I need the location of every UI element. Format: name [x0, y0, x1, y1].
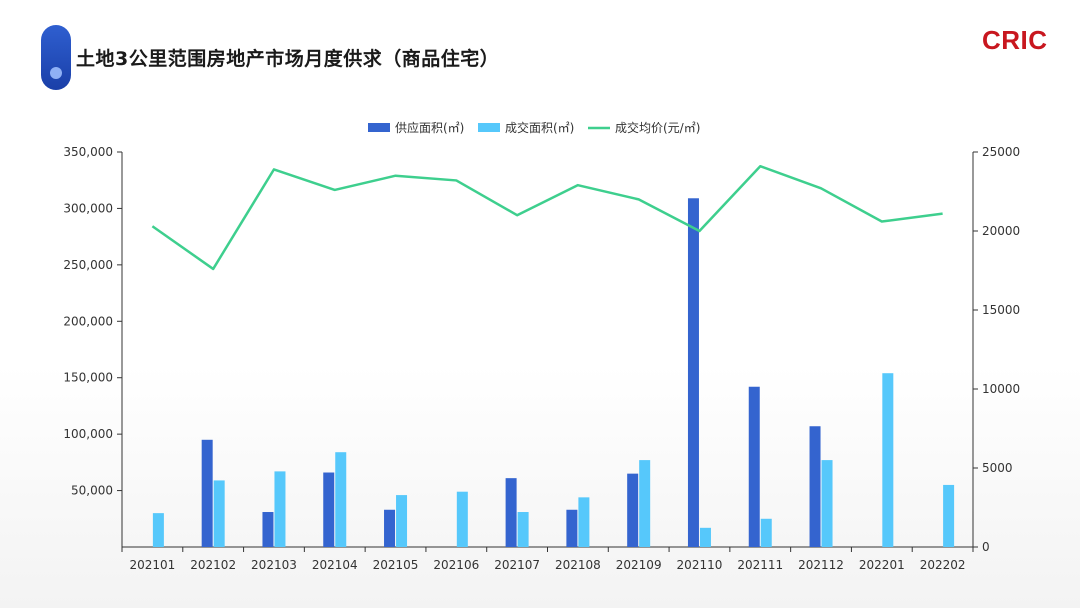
title-accent-dot — [50, 67, 62, 79]
bar-supply — [566, 509, 578, 547]
bar-deal — [152, 513, 164, 547]
legend-label-deal: 成交面积(㎡) — [505, 120, 574, 135]
x-tick-label: 202110 — [677, 558, 723, 572]
x-tick-label: 202101 — [129, 558, 175, 572]
x-tick-label: 202111 — [737, 558, 783, 572]
price-line — [151, 164, 943, 271]
x-tick-label: 202107 — [494, 558, 540, 572]
x-tick-label: 202201 — [859, 558, 905, 572]
left-tick-label: 300,000 — [63, 201, 113, 215]
bar-deal — [335, 452, 347, 547]
bar-deal — [274, 471, 286, 547]
right-tick-label: 0 — [982, 540, 990, 554]
bar-deal — [213, 480, 225, 547]
bar-supply — [384, 509, 396, 547]
bar-deal — [943, 484, 955, 547]
x-tick-label: 202202 — [920, 558, 966, 572]
bar-supply — [809, 426, 821, 547]
left-tick-label: 250,000 — [63, 258, 113, 272]
bar-supply — [627, 473, 639, 547]
bar-supply — [687, 198, 699, 547]
legend-swatch-deal — [478, 123, 500, 132]
bar-supply — [505, 478, 517, 547]
bar-supply — [262, 512, 274, 547]
bar-deal — [396, 495, 408, 547]
page-title: 土地3公里范围房地产市场月度供求（商品住宅） — [76, 48, 500, 70]
legend-swatch-supply — [368, 123, 390, 132]
x-tick-label: 202103 — [251, 558, 297, 572]
left-tick-label: 200,000 — [63, 314, 113, 328]
bar-supply — [323, 472, 335, 547]
bar-deal — [882, 373, 894, 547]
bar-supply — [201, 439, 213, 547]
cric-logo: CRIC — [982, 25, 1048, 55]
bar-deal — [699, 527, 711, 547]
right-tick-label: 10000 — [982, 382, 1020, 396]
left-tick-label: 100,000 — [63, 427, 113, 441]
x-tick-label: 202105 — [373, 558, 419, 572]
x-tick-label: 202104 — [312, 558, 358, 572]
left-tick-label: 350,000 — [63, 145, 113, 159]
bar-supply — [748, 386, 760, 547]
bar-deal — [639, 460, 651, 547]
left-tick-label: 50,000 — [71, 484, 113, 498]
bar-deal — [456, 491, 468, 547]
x-tick-label: 202106 — [433, 558, 479, 572]
x-tick-label: 202102 — [190, 558, 236, 572]
title-accent-pill — [41, 25, 71, 90]
x-tick-label: 202108 — [555, 558, 601, 572]
x-tick-label: 202109 — [616, 558, 662, 572]
bar-deal — [760, 518, 772, 547]
bar-deal — [578, 497, 590, 547]
legend-label-supply: 供应面积(㎡) — [395, 120, 464, 135]
x-tick-label: 202112 — [798, 558, 844, 572]
bar-deal — [821, 460, 833, 547]
right-tick-label: 20000 — [982, 224, 1020, 238]
right-tick-label: 15000 — [982, 303, 1020, 317]
bar-deal — [517, 512, 529, 547]
right-tick-label: 25000 — [982, 145, 1020, 159]
legend-label-price: 成交均价(元/㎡) — [615, 120, 700, 135]
right-tick-label: 5000 — [982, 461, 1013, 475]
left-tick-label: 150,000 — [63, 371, 113, 385]
